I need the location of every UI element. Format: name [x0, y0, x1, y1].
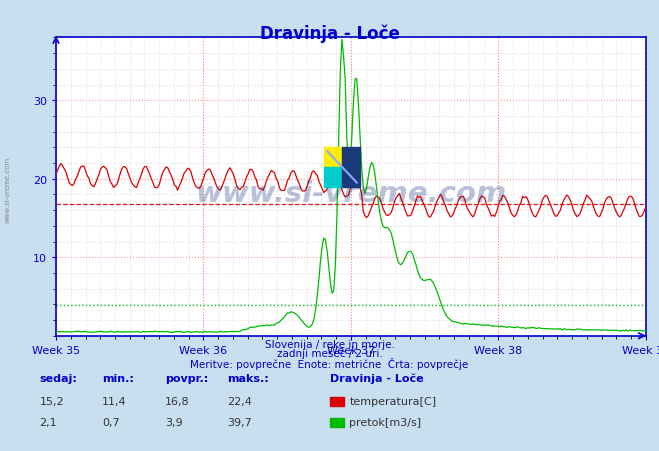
Text: 11,4: 11,4 [102, 396, 127, 405]
Text: maks.:: maks.: [227, 373, 269, 383]
Text: Meritve: povprečne  Enote: metrične  Črta: povprečje: Meritve: povprečne Enote: metrične Črta:… [190, 357, 469, 369]
Text: 16,8: 16,8 [165, 396, 189, 405]
Text: www.si-vreme.com: www.si-vreme.com [5, 156, 11, 222]
Text: Dravinja - Loče: Dravinja - Loče [330, 373, 423, 383]
Text: Slovenija / reke in morje.: Slovenija / reke in morje. [264, 339, 395, 349]
Text: www.si-vreme.com: www.si-vreme.com [195, 179, 507, 207]
Text: povpr.:: povpr.: [165, 373, 208, 383]
Text: Dravinja - Loče: Dravinja - Loče [260, 25, 399, 43]
Text: 15,2: 15,2 [40, 396, 64, 405]
Text: min.:: min.: [102, 373, 134, 383]
Text: zadnji mesec / 2 uri.: zadnji mesec / 2 uri. [277, 348, 382, 358]
Text: 2,1: 2,1 [40, 417, 57, 427]
Text: temperatura[C]: temperatura[C] [349, 396, 436, 405]
Text: 3,9: 3,9 [165, 417, 183, 427]
Text: 22,4: 22,4 [227, 396, 252, 405]
Text: pretok[m3/s]: pretok[m3/s] [349, 417, 421, 427]
Text: sedaj:: sedaj: [40, 373, 77, 383]
Text: 0,7: 0,7 [102, 417, 120, 427]
Text: 39,7: 39,7 [227, 417, 252, 427]
